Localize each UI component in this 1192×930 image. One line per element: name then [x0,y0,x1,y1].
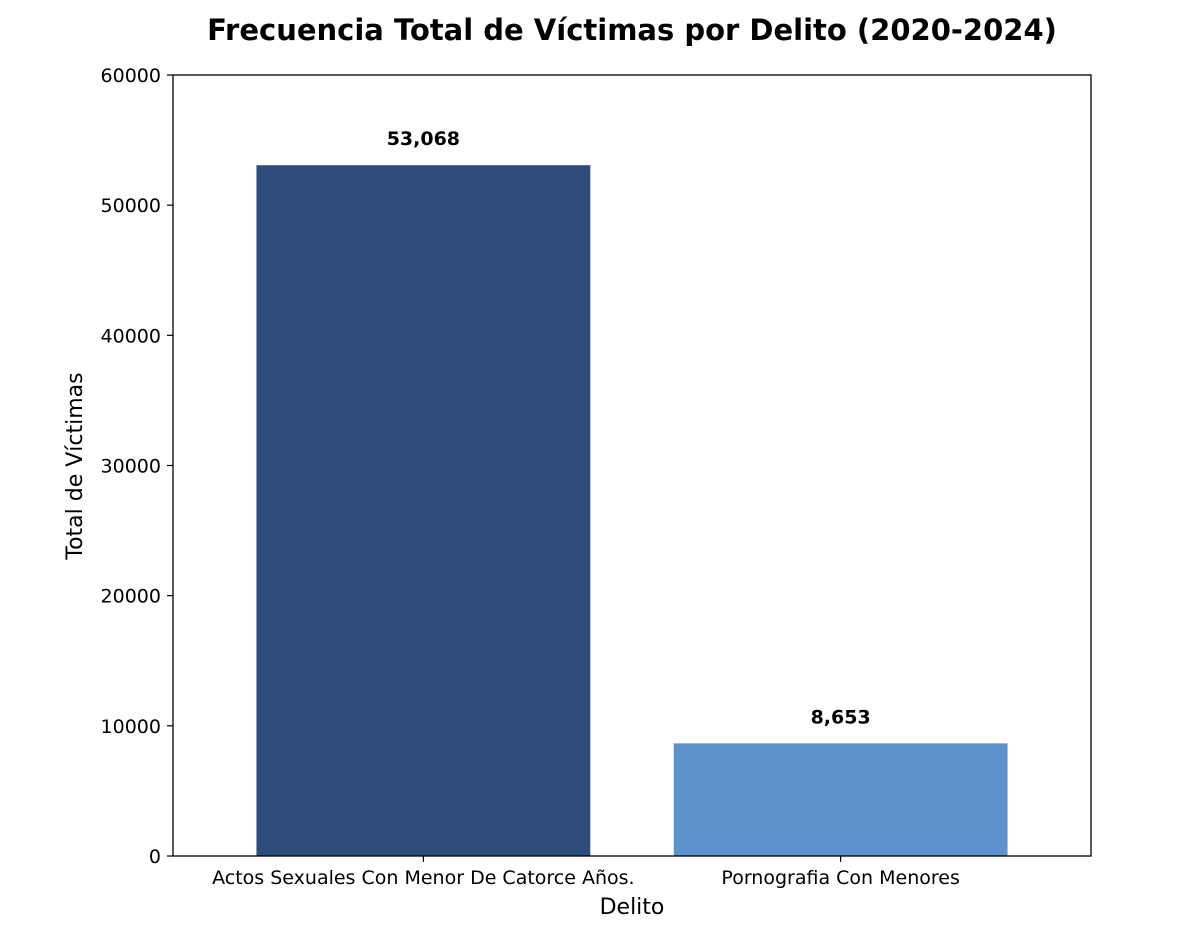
plot-frame [172,74,1092,857]
y-tick-label: 30000 [101,456,161,478]
y-tick-label: 0 [149,846,161,868]
bar [673,743,1008,856]
y-tick-label: 40000 [101,325,161,347]
bar-value-label: 53,068 [387,128,460,150]
x-tick-label: Actos Sexuales Con Menor De Catorce Años… [212,867,634,889]
x-tick-label: Pornografia Con Menores [721,867,959,889]
bar-value-label: 8,653 [811,706,871,728]
chart-title: Frecuencia Total de Víctimas por Delito … [207,13,1057,47]
y-axis-label: Total de Víctimas [63,372,88,560]
y-tick-label: 10000 [101,716,161,738]
x-axis-label: Delito [600,895,665,920]
y-tick-label: 20000 [101,586,161,608]
y-tick-label: 60000 [101,65,161,87]
bar [256,165,591,856]
y-tick-label: 50000 [101,195,161,217]
